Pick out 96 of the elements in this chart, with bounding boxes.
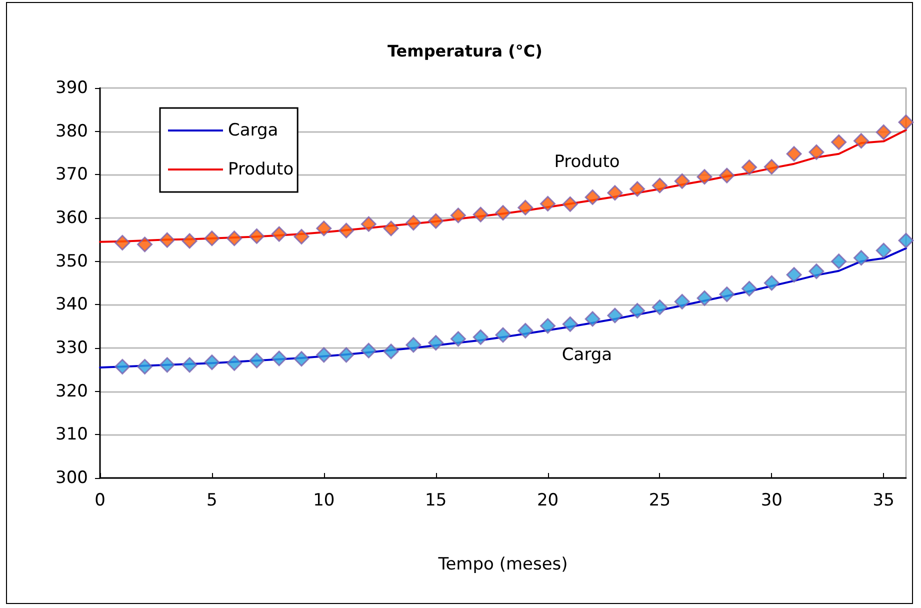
point [294,228,310,244]
y-tick-label: 390 [56,78,88,98]
x-tick-label: 5 [206,490,218,510]
point [182,233,198,249]
point [696,290,712,306]
y-tick-label: 300 [56,468,88,488]
point [540,196,556,212]
point [294,351,310,367]
x-tick-label: 10 [313,490,335,510]
y-tick-label: 360 [56,208,88,228]
chart-title: Temperatura (°C) [388,42,542,60]
point [428,335,444,351]
point [360,342,376,358]
point [316,347,332,363]
point [674,294,690,310]
y-tick-label: 380 [56,121,88,142]
point [607,185,623,201]
point [562,316,578,332]
point [696,169,712,185]
point [831,134,847,150]
point [204,354,220,370]
point [742,160,758,176]
point [786,146,802,162]
point [898,232,914,248]
point [674,173,690,189]
x-axis-title: Tempo (meses) [437,554,568,574]
point [406,215,422,231]
point [204,230,220,246]
y-tick-label: 310 [56,424,88,445]
point [226,230,242,246]
point [652,178,668,194]
point [719,168,735,184]
point [518,322,534,338]
point [472,329,488,345]
y-tick-label: 320 [56,381,88,402]
x-tick-label: 15 [425,490,447,510]
point [831,254,847,270]
x-tick-label: 25 [648,490,671,510]
annotation: Produto [554,152,620,172]
point [786,267,802,283]
point [584,311,600,327]
point [159,232,175,248]
point [808,264,824,280]
point [607,308,623,324]
point [226,355,242,371]
point [764,159,780,175]
x-tick-label: 30 [760,490,782,510]
point [495,327,511,343]
x-tick-label: 20 [536,490,559,510]
point [271,226,287,242]
point [248,352,264,368]
point [518,200,534,216]
point [562,196,578,212]
point [338,347,354,363]
point [472,206,488,222]
y-tick-label: 330 [56,338,88,358]
point [898,114,914,130]
point [114,358,130,374]
y-tick-label: 350 [56,251,88,272]
point [719,286,735,302]
point [764,275,780,291]
point [137,358,153,374]
x-tick-label: 0 [94,490,106,510]
point [406,337,422,353]
point [182,357,198,373]
point [630,302,646,318]
point [652,300,668,316]
point [248,228,264,244]
point [853,250,869,266]
point [137,236,153,252]
point [360,216,376,232]
point [808,144,824,160]
y-tick-label: 340 [56,294,88,315]
point [450,331,466,347]
point [338,222,354,238]
point [383,220,399,236]
point [159,357,175,373]
point [630,181,646,197]
point [584,189,600,205]
point [742,280,758,296]
point [271,350,287,366]
point [853,133,869,149]
legend-label: Produto [228,160,294,180]
y-tick-label: 370 [56,164,88,185]
point [450,208,466,224]
point [495,205,511,221]
point [540,318,556,334]
point [428,213,444,229]
annotation: Carga [562,345,612,365]
point [316,220,332,236]
point [876,124,892,140]
point [876,242,892,258]
legend-label: Carga [228,120,278,140]
x-tick-label: 35 [872,490,894,510]
point [114,234,130,250]
point [383,344,399,360]
